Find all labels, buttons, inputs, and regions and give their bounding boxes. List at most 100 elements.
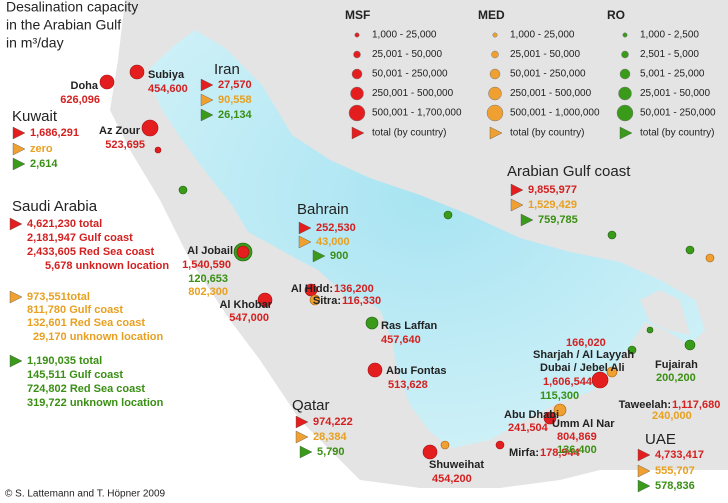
title-line: in m³/day — [6, 35, 64, 51]
plant-value: 240,000 — [652, 410, 692, 422]
legend-symbol — [616, 104, 634, 122]
country-ro: 319,722 unknown location — [27, 397, 164, 409]
plant-value: 626,096 — [60, 94, 100, 106]
plant-name: Mirfa: — [509, 447, 539, 459]
plant-value: 178,944 — [540, 447, 581, 459]
legend-label: 25,001 - 50,000 — [510, 49, 580, 60]
plant-name: Abu Dhabi — [504, 409, 559, 421]
total-triangle — [299, 445, 313, 459]
country-msf: 9,855,977 — [528, 184, 577, 196]
legend-symbol — [622, 32, 628, 38]
country-msf: 2,181,947 Gulf coast — [27, 232, 133, 244]
plant-symbol — [495, 440, 505, 450]
plant-symbol — [607, 230, 617, 240]
legend-symbol — [618, 86, 632, 101]
country-ro: 2,614 — [30, 158, 58, 170]
plant-symbol — [591, 371, 609, 389]
legend-label: 50,001 - 250,000 — [372, 69, 448, 80]
plant-symbol — [543, 411, 557, 425]
plant-symbol — [685, 245, 695, 255]
legend-symbol — [619, 68, 631, 80]
legend-label: total (by country) — [640, 128, 714, 139]
country-msf: 5,678 unknown location — [45, 260, 169, 272]
plant-value: 136,400 — [557, 444, 597, 456]
total-triangle — [295, 430, 309, 444]
total-triangle — [510, 198, 524, 212]
country-name: Arabian Gulf coast — [507, 163, 631, 180]
total-triangle — [200, 78, 214, 92]
plant-value: 241,504 — [508, 422, 549, 434]
legend-symbol — [354, 32, 360, 38]
legend-label: 500,001 - 1,000,000 — [510, 108, 600, 119]
plant-value: 166,020 — [566, 337, 606, 349]
legend-label: 250,001 - 500,000 — [510, 88, 592, 99]
country-ro: 5,790 — [317, 446, 345, 458]
plant-name: Subiya — [148, 69, 185, 81]
plant-value: 547,000 — [229, 312, 269, 324]
total-triangle — [351, 126, 365, 140]
country-med: zero — [30, 143, 53, 155]
legend-label: 1,000 - 2,500 — [640, 30, 699, 41]
plant-symbol — [684, 339, 696, 351]
plant-symbol — [553, 403, 567, 417]
plant-value: 120,653 — [188, 273, 228, 285]
country-ro: 900 — [330, 250, 348, 262]
plant-symbol — [257, 292, 273, 308]
plant-name: Shuweihat — [429, 459, 484, 471]
plant-value: 115,300 — [540, 390, 579, 402]
legend-label: 25,001 - 50,000 — [372, 49, 442, 60]
plant-symbol — [627, 345, 637, 355]
plant-name: Ras Laffan — [381, 320, 438, 332]
legend-label: 250,001 - 500,000 — [372, 88, 454, 99]
plant-symbol — [178, 185, 188, 195]
title-line: in the Arabian Gulf — [6, 17, 121, 33]
plant-symbol — [309, 294, 321, 306]
plant-symbol — [367, 362, 383, 378]
total-triangle — [520, 213, 534, 227]
plant-symbol — [154, 146, 162, 154]
legend-label: 50,001 - 250,000 — [640, 108, 716, 119]
legend-items: 1,000 - 25,000 25,001 - 50,000 50,001 - 25… — [348, 30, 716, 140]
plant-symbol — [365, 316, 379, 330]
legend-label: 2,501 - 5,000 — [640, 49, 699, 60]
total-triangle — [200, 108, 214, 122]
legend-label: 25,001 - 50,000 — [640, 88, 710, 99]
country-ro: 26,134 — [218, 109, 253, 121]
country-msf: 4,621,230 total — [27, 218, 102, 230]
plant-name: Doha — [71, 80, 99, 92]
country-ro: 578,836 — [655, 480, 695, 492]
plant-value: 454,200 — [432, 473, 472, 485]
country-med: 973,551total — [27, 291, 90, 303]
plant-symbol — [646, 326, 654, 334]
plant-symbol — [129, 64, 145, 80]
country-name: Kuwait — [12, 108, 58, 125]
country-msf: 4,733,417 — [655, 449, 704, 461]
legend-symbol — [351, 68, 363, 80]
legend-symbol — [621, 50, 629, 59]
total-triangle — [295, 415, 309, 429]
total-triangle — [9, 290, 23, 304]
total-triangle — [489, 126, 503, 140]
country-name: UAE — [645, 431, 676, 448]
legend-symbol — [486, 104, 504, 122]
plant-value: 454,600 — [148, 83, 188, 95]
legend-symbol — [353, 50, 361, 59]
country-name: Saudi Arabia — [12, 198, 98, 215]
country-med: 132,601 Red Sea coast — [27, 317, 145, 329]
plant-symbol — [422, 444, 438, 460]
plant-name: Fujairah — [655, 359, 698, 371]
legend-symbol — [489, 68, 501, 80]
musandam-land — [640, 290, 690, 335]
plant-symbol — [304, 283, 318, 297]
country-name: Iran — [214, 61, 240, 78]
total-triangle — [9, 217, 23, 231]
plant-name: Abu Fontas — [386, 365, 447, 377]
country-msf: 252,530 — [316, 222, 356, 234]
total-triangle — [298, 221, 312, 235]
legend-label: 1,000 - 25,000 — [510, 30, 575, 41]
legend-symbol — [488, 86, 502, 101]
gulf-water — [150, 30, 705, 448]
plant-value: 1,606,544 — [543, 376, 593, 388]
plant-name: Sharjah / Al Layyah — [533, 349, 634, 361]
